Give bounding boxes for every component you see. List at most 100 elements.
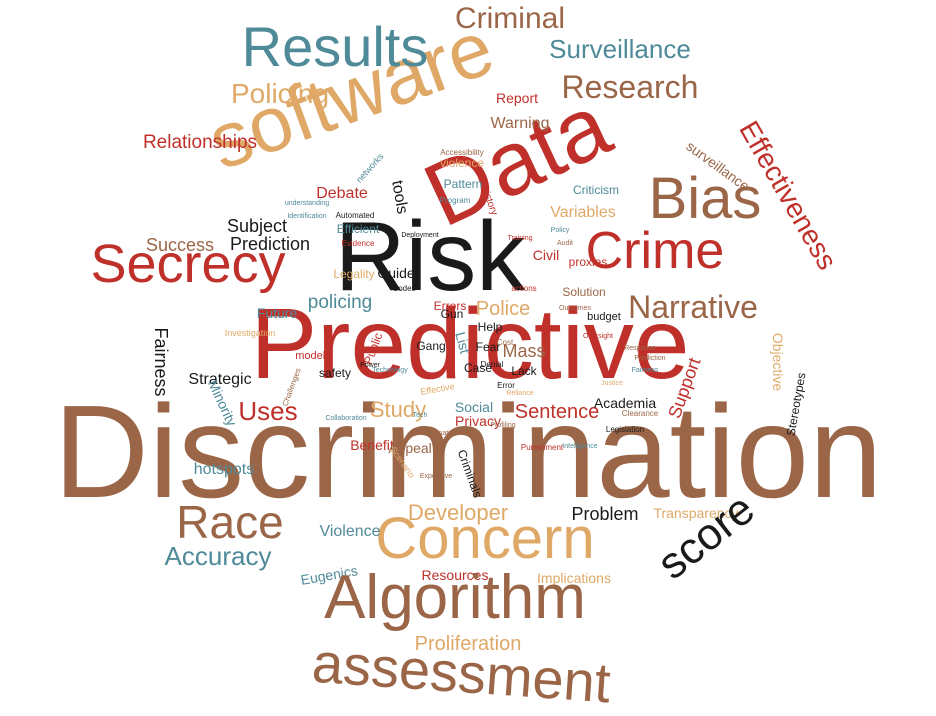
word-identification-76: Identification <box>287 213 326 220</box>
word-violence-67: Violence <box>319 523 380 540</box>
word-punishment-94: Punishment <box>521 443 564 452</box>
word-variables-24: Variables <box>550 204 616 221</box>
word-criminal-6: Criminal <box>455 2 565 35</box>
word-intelligence-100: Intelligence <box>562 443 598 450</box>
word-information-106: Information <box>422 430 457 437</box>
word-fairness-109: Fairness <box>632 367 659 374</box>
word-budget-38: budget <box>587 311 621 323</box>
word-legislation-96: Legislation <box>606 425 644 434</box>
word-pattern-25: Pattern <box>444 177 483 191</box>
word-research-8: Research <box>562 69 699 105</box>
word-deployment-118: Deployment <box>401 232 438 239</box>
word-automated-77: Automated <box>336 211 375 220</box>
word-oversight-110: Oversight <box>583 333 613 340</box>
word-tools-23: tools <box>388 179 411 215</box>
word-proxies-29: proxies <box>569 255 608 269</box>
word-relationships-12: Relationships <box>143 132 257 153</box>
word-profiling-93: Profiling <box>490 422 515 429</box>
word-collaboration-92: Collaboration <box>325 415 366 422</box>
word-results-5: Results <box>242 15 429 78</box>
word-future-33: Future <box>257 305 298 321</box>
word-social-50: Social <box>455 399 493 415</box>
word-narrative-18: Narrative <box>628 289 758 325</box>
word-civil-28: Civil <box>533 247 559 263</box>
word-outcomes-115: Outcomes <box>559 305 591 312</box>
word-hotspots-59: hotspots <box>194 461 254 478</box>
word-fairness-32: Fairness <box>151 327 171 396</box>
word-appeal-57: Appeal <box>388 440 432 456</box>
word-reliance-116: Reliance <box>506 390 533 397</box>
word-training-114: Training <box>507 235 532 242</box>
word-debate-22: Debate <box>316 185 368 202</box>
word-warning-11: Warning <box>491 115 550 132</box>
word-violence-79: violence <box>440 156 484 170</box>
word-privacy-52: Privacy <box>455 413 501 429</box>
word-criticism-26: Criticism <box>573 183 619 197</box>
word-sentence-51: Sentence <box>515 401 600 423</box>
word-error-103: Error <box>497 381 515 390</box>
word-program-81: Program <box>440 196 471 205</box>
word-legality-34: Legality <box>333 267 374 281</box>
word-prediction-20: Prediction <box>230 234 310 254</box>
word-efficient-27: Efficient <box>337 222 380 236</box>
word-help-40: Help <box>478 320 503 334</box>
word-secrecy-17: Secrecy <box>90 234 285 294</box>
word-discrimination-0: Discrimination <box>54 378 883 525</box>
word-justice-111: Justice <box>601 380 623 387</box>
word-algorithm-71: Algorithm <box>324 563 586 632</box>
word-safety-46: safety <box>319 366 351 380</box>
word-guide-35: Guide <box>377 265 415 281</box>
word-predictive-1: Predictive <box>250 288 689 400</box>
word-implications-70: Implications <box>537 570 611 586</box>
word-police-31: Police <box>476 298 530 320</box>
word-concern-64: Concern <box>375 506 594 571</box>
word-gang-86: Gang <box>416 339 445 353</box>
word-tech-105: Tech <box>413 412 428 419</box>
word-clearance-97: Clearance <box>622 409 659 418</box>
word-surveillance-7: Surveillance <box>549 34 691 64</box>
word-objective-44: Objective <box>770 333 786 392</box>
word-academia-53: Academia <box>594 395 656 411</box>
word-list-85: List <box>452 330 473 355</box>
word-strategic-45: Strategic <box>188 371 251 388</box>
word-policing-30: policing <box>308 292 372 313</box>
word-power-104: Power <box>360 362 381 369</box>
word-audit-112: Audit <box>557 240 573 247</box>
word-policing-9: Policing <box>231 78 329 109</box>
word-policy-113: Policy <box>551 227 570 234</box>
word-networks-74: networks <box>354 151 386 185</box>
word-risk-2: Risk <box>335 201 527 311</box>
word-technology-117: Technology <box>372 367 408 374</box>
word-benefit-56: Benefit <box>350 437 394 453</box>
word-case-95: Case <box>464 361 492 375</box>
word-mass-42: Mass <box>502 341 545 361</box>
word-accuracy-66: Accuracy <box>165 541 272 571</box>
word-resources-69: Resources <box>422 567 489 583</box>
word-developer-61: Developer <box>408 500 508 525</box>
word-proliferation-72: Proliferation <box>415 633 522 655</box>
word-gun-39: Gun <box>441 307 464 321</box>
word-models-88: models <box>295 350 331 362</box>
word-cost-101: Cost <box>497 338 514 347</box>
word-transparency-63: Transparency <box>653 505 738 521</box>
word-denial-102: Denial <box>481 360 504 369</box>
word-race-60: Race <box>176 496 283 548</box>
word-prediction-108: Prediction <box>634 355 665 362</box>
word-understanding-75: understanding <box>285 200 329 207</box>
word-solution-37: Solution <box>562 285 605 299</box>
word-assessment-73: assessment <box>310 631 613 715</box>
word-investigation-90: Investigation <box>225 328 276 338</box>
word-study-49: Study <box>370 397 426 422</box>
word-actions-83: actions <box>511 284 536 293</box>
word-crime-16: Crime <box>586 222 725 280</box>
word-uses-48: Uses <box>238 396 297 426</box>
word-evidence-78: Evidence <box>342 239 375 248</box>
word-report-10: Report <box>496 90 538 106</box>
word-success-21: Success <box>146 235 214 255</box>
word-codes-84: Codes <box>392 284 415 293</box>
word-fear-41: Fear <box>476 340 501 354</box>
word-accessibility-80: Accessibility <box>440 148 484 157</box>
word-response-107: Response <box>624 345 656 352</box>
